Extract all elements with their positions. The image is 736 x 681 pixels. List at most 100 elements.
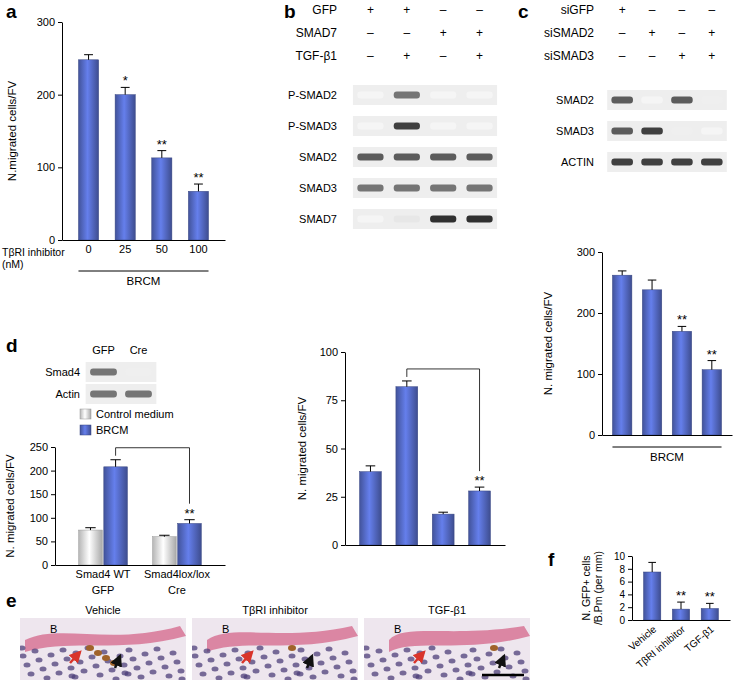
y-tick: 0 [42,559,55,571]
significance-label: ** [193,170,203,185]
cell-nucleus [318,661,325,666]
blot-background [607,90,727,110]
cell-nucleus [281,668,288,673]
y-tick-mark [58,22,62,23]
condition-label: TGF-β1 [295,49,337,63]
condition-sign: – [619,26,626,40]
y-tick-mark [51,541,55,542]
x-tick: 25 [119,243,131,255]
y-axis-title: N. GFP+ cells [580,555,592,620]
y-tick-mark [51,447,55,448]
y-tick-label: 100 [320,346,338,358]
cell-nucleus [400,671,407,676]
cell-nucleus [412,666,419,671]
y-tick-label: 50 [36,535,48,547]
y-tick-label: 75 [326,394,338,406]
cell-nucleus [228,671,235,676]
lane-label: GFP [92,344,115,356]
x-tick: 50 [156,243,168,255]
condition-sign: – [403,26,410,40]
cell-nucleus [20,654,27,659]
blot-band [641,97,663,104]
chart-panel: a*****010020030002550100TβRI inhibitor(n… [2,1,226,287]
y-tick-label: 25 [326,491,338,503]
cell-nucleus [192,654,199,659]
legend-swatch [80,425,91,435]
image-label: B [50,623,57,635]
y-tick: 10 [614,551,632,562]
y-tick-label: 0 [42,559,48,571]
blot-band [641,159,663,166]
band-label: SMAD2 [556,94,594,106]
error-bar [121,87,130,94]
cell-nucleus [364,646,370,651]
cell-nucleus [69,674,76,679]
y-tick-mark [598,313,602,314]
blot-band [430,185,456,192]
image-title: Vehicle [85,604,120,616]
cell-nucleus [146,661,153,666]
cell-nucleus [429,646,436,651]
cell-nucleus [109,668,116,673]
blot-background [86,362,157,382]
blot-background [86,384,157,404]
bar [104,467,128,565]
cell-nucleus [338,674,345,679]
blot-band [394,185,420,192]
blot-background [353,209,497,229]
band-label: ACTIN [561,156,594,168]
cell-nucleus [298,648,305,653]
arrow-red [414,652,424,663]
blot-background [353,178,497,198]
x-tick: 0 [85,243,91,255]
cell-nucleus [89,655,96,660]
blot-background [353,116,497,136]
cell-nucleus [433,655,440,660]
x-axis [603,435,733,436]
y-tick-label: 100 [577,368,595,380]
bar [153,537,177,565]
cell-nucleus [364,654,371,659]
y-tick: 50 [326,443,345,455]
cell-nucleus [408,657,415,662]
y-tick-label: 50 [326,443,338,455]
y-axis-line [55,448,56,566]
cell-nucleus [445,650,452,655]
cell-nucleus [453,668,460,673]
error-bar [648,562,656,572]
cell-nucleus [465,663,472,668]
x-tick-label: 50 [156,243,168,255]
cell-nucleus [478,666,485,671]
error-bar [84,55,93,60]
blot-band [430,154,456,161]
condition-sign: – [679,3,686,17]
bar [672,331,691,435]
blot-background [353,147,497,167]
blot-band [430,123,456,130]
blot-band [357,216,383,223]
y-tick: 100 [577,368,602,380]
cell-nucleus [314,652,321,657]
y-tick-label: 200 [30,465,48,477]
blot-band [125,391,152,398]
cell-nucleus [261,655,268,660]
y-tick-mark [341,449,345,450]
bar [178,523,202,565]
x-tick: TβRI inhibitor [634,623,687,670]
plot-area [612,271,721,435]
blot-band [611,128,633,135]
cell-nucleus [441,673,448,678]
y-tick-label: 0 [49,234,55,246]
condition-sign: – [476,3,483,17]
condition-sign: – [708,3,715,17]
cell-nucleus [253,669,260,674]
y-tick: 0 [332,539,345,551]
blot-background [353,85,497,105]
y-axis-title: N. migrated cells/FV [4,454,16,558]
blot-background [607,152,727,172]
cell-nucleus [68,666,75,671]
cell-nucleus [293,663,300,668]
cell-nucleus [421,660,428,665]
x-tick: TGF-β1 [682,623,716,654]
cell-nucleus [44,676,51,681]
